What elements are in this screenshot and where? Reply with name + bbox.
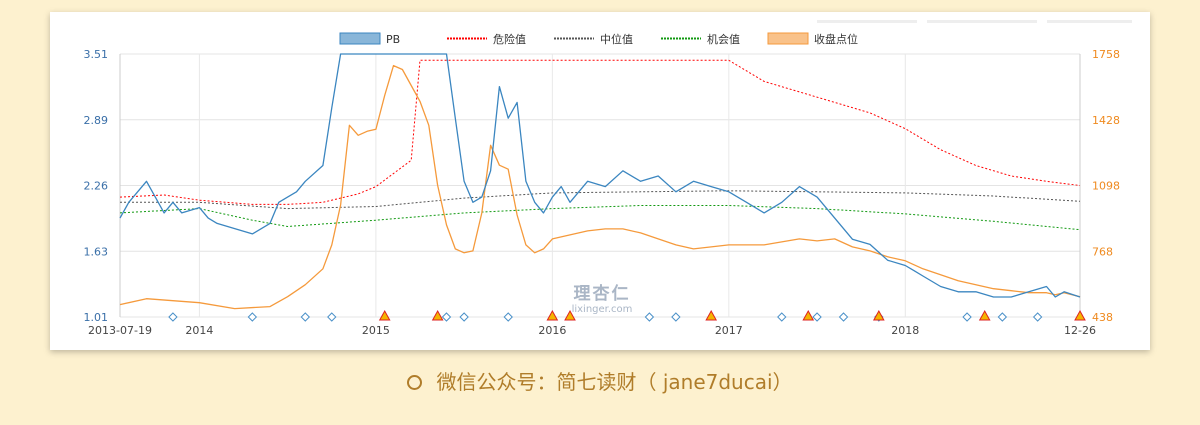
axes: 3.51 2.89 2.26 1.63 1.01 1758 1428 1098 768 438 20… (84, 48, 1121, 337)
y-right-tick-label: 438 (1092, 311, 1113, 324)
y-left-tick-label: 1.63 (84, 245, 109, 258)
grid (119, 53, 1081, 318)
diamond-marker (247, 312, 258, 322)
watermark-main: 理杏仁 (574, 283, 631, 304)
x-tick-label: 2016 (538, 324, 566, 337)
triangle-marker (978, 309, 991, 321)
top-tab-3[interactable] (1047, 20, 1132, 23)
legend-swatch (339, 32, 381, 45)
legend-swatch (767, 32, 809, 45)
legend: PB 危险值 中位值 机会值 收盘点位 (339, 32, 858, 46)
y-left-tick-label: 2.26 (84, 180, 109, 193)
diamond-marker (503, 312, 513, 322)
top-tab-2[interactable] (927, 20, 1037, 23)
x-tick-label: 2018 (891, 324, 919, 337)
triangle-marker (378, 309, 391, 321)
caption: 微信公众号：简七读财（ jane7ducai） (0, 366, 1200, 395)
legend-label: 收盘点位 (814, 32, 858, 46)
legend-label: 机会值 (707, 32, 740, 46)
diamond-marker (838, 312, 849, 322)
diamond-marker (962, 312, 972, 322)
series-line-中位值 (120, 190, 1081, 210)
triangle-marker (802, 309, 815, 321)
x-tick-label: 2017 (715, 324, 743, 337)
diamond-marker (459, 312, 469, 322)
triangle-marker (1074, 309, 1086, 321)
diamond-marker (997, 312, 1008, 322)
series-line-危险值 (119, 59, 1081, 205)
y-right-tick-label: 1098 (1092, 180, 1120, 193)
triangle-marker (546, 309, 559, 321)
diamond-marker (777, 312, 787, 322)
diamond-marker (441, 312, 452, 322)
y-left-tick-label: 2.89 (84, 114, 109, 127)
triangle-marker (564, 309, 576, 321)
x-tick-label: 2014 (185, 324, 213, 337)
y-right-tick-label: 1428 (1092, 114, 1120, 127)
series-line-机会值 (119, 205, 1081, 231)
watermark-sub: lixinger.com (572, 304, 633, 315)
circle-icon (407, 374, 423, 390)
x-tick-label: 2015 (362, 324, 390, 337)
legend-label: 危险值 (493, 32, 526, 46)
watermark: 理杏仁 lixinger.com (572, 283, 633, 315)
diamond-marker (327, 312, 337, 322)
series-line-收盘点位 (119, 64, 1081, 310)
series-lines (119, 53, 1081, 310)
diamond-marker (1032, 312, 1043, 322)
y-right-tick-label: 768 (1092, 245, 1113, 258)
chart-card: 理杏仁 lixinger.com 3.51 2.89 2.26 1.63 1.01 175… (50, 12, 1150, 350)
diamond-marker (300, 312, 311, 322)
x-start-label: 2013-07-19 (88, 324, 152, 337)
x-end-label: 12-26 (1064, 324, 1096, 337)
y-left-tick-label: 1.01 (84, 311, 109, 324)
event-markers (168, 309, 1086, 322)
y-left-tick-label: 3.51 (84, 48, 109, 61)
caption-text: 微信公众号：简七读财（ jane7ducai） (436, 370, 793, 394)
triangle-marker (872, 309, 885, 321)
legend-label: PB (386, 33, 400, 46)
y-right-tick-label: 1758 (1092, 48, 1120, 61)
triangle-marker (431, 309, 444, 321)
diamond-marker (671, 312, 681, 322)
diamond-marker (644, 312, 655, 322)
legend-label: 中位值 (600, 32, 633, 46)
triangle-marker (705, 309, 718, 321)
pb-chart: 理杏仁 lixinger.com 3.51 2.89 2.26 1.63 1.01 175… (84, 32, 1121, 337)
diamond-marker (168, 312, 178, 322)
top-tab-1[interactable] (817, 20, 917, 23)
series-line-PB (119, 53, 1081, 298)
diamond-marker (812, 312, 822, 322)
